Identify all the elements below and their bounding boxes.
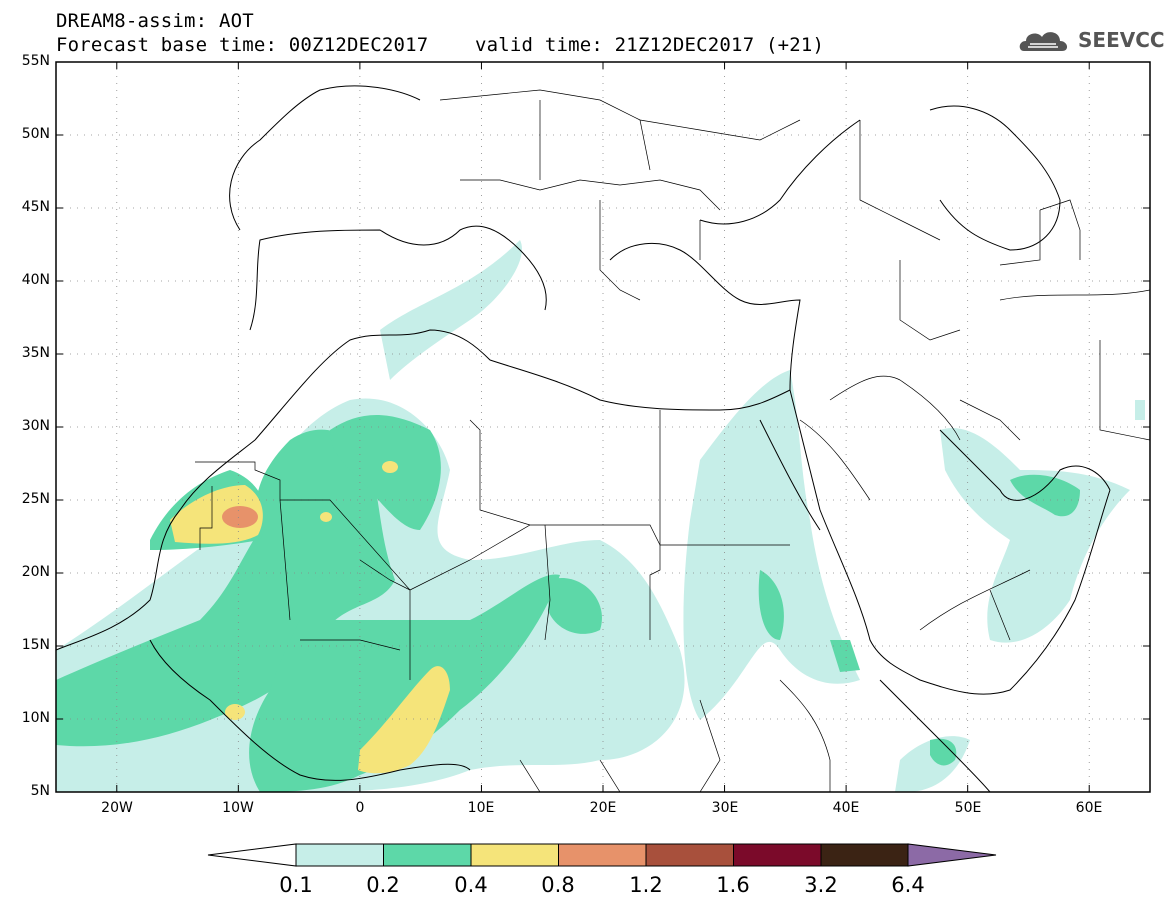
lat-label: 10N	[21, 710, 50, 726]
cloud-logo-icon	[1019, 32, 1068, 51]
lon-label: 60E	[1075, 800, 1103, 816]
lon-label: 10W	[222, 800, 254, 816]
lon-label: 50E	[954, 800, 982, 816]
lat-label: 15N	[21, 637, 50, 653]
colorbar-label: 0.2	[366, 873, 400, 897]
colorbar-box	[383, 843, 472, 867]
lat-label: 30N	[21, 418, 50, 434]
aot-level-0-8	[222, 506, 258, 528]
colorbar-box	[558, 843, 647, 867]
colorbar-label: 0.8	[541, 873, 575, 897]
colorbar-over-arrow	[907, 843, 997, 867]
lat-label: 5N	[30, 783, 50, 799]
colorbar-box	[470, 843, 559, 867]
lon-label: 10E	[467, 800, 495, 816]
colorbar-box	[645, 843, 734, 867]
colorbar-box	[733, 843, 822, 867]
colorbar-label: 6.4	[891, 873, 925, 897]
logo-text: SEEVCCC	[1078, 28, 1165, 52]
lat-label: 35N	[21, 345, 50, 361]
colorbar-label: 0.4	[454, 873, 488, 897]
colorbar-label: 1.2	[629, 873, 663, 897]
lon-label: 20W	[101, 800, 133, 816]
lat-label: 25N	[21, 491, 50, 507]
map-grid	[56, 62, 1150, 792]
colorbar	[207, 843, 997, 867]
lon-label: 40E	[832, 800, 860, 816]
lat-label: 45N	[21, 199, 50, 215]
lat-label: 20N	[21, 564, 50, 580]
lat-label: 50N	[21, 126, 50, 142]
lon-label: 20E	[589, 800, 617, 816]
lat-label: 55N	[21, 53, 50, 69]
colorbar-boxes	[295, 843, 909, 867]
lon-label: 30E	[711, 800, 739, 816]
colorbar-label: 1.6	[716, 873, 750, 897]
coastlines	[56, 85, 1111, 792]
aot-level-0-4	[170, 461, 450, 774]
axis-ticks	[56, 61, 1150, 793]
country-borders	[195, 89, 1150, 792]
colorbar-label: 0.1	[279, 873, 313, 897]
colorbar-label: 3.2	[804, 873, 838, 897]
colorbar-box	[295, 843, 384, 867]
colorbar-under-arrow	[207, 843, 297, 867]
lon-label: 0	[355, 800, 365, 816]
forecast-time-line: Forecast base time: 00Z12DEC2017 valid t…	[56, 34, 825, 56]
lat-label: 40N	[21, 272, 50, 288]
colorbar-box	[820, 843, 909, 867]
map-title: DREAM8-assim: AOT	[56, 10, 254, 32]
